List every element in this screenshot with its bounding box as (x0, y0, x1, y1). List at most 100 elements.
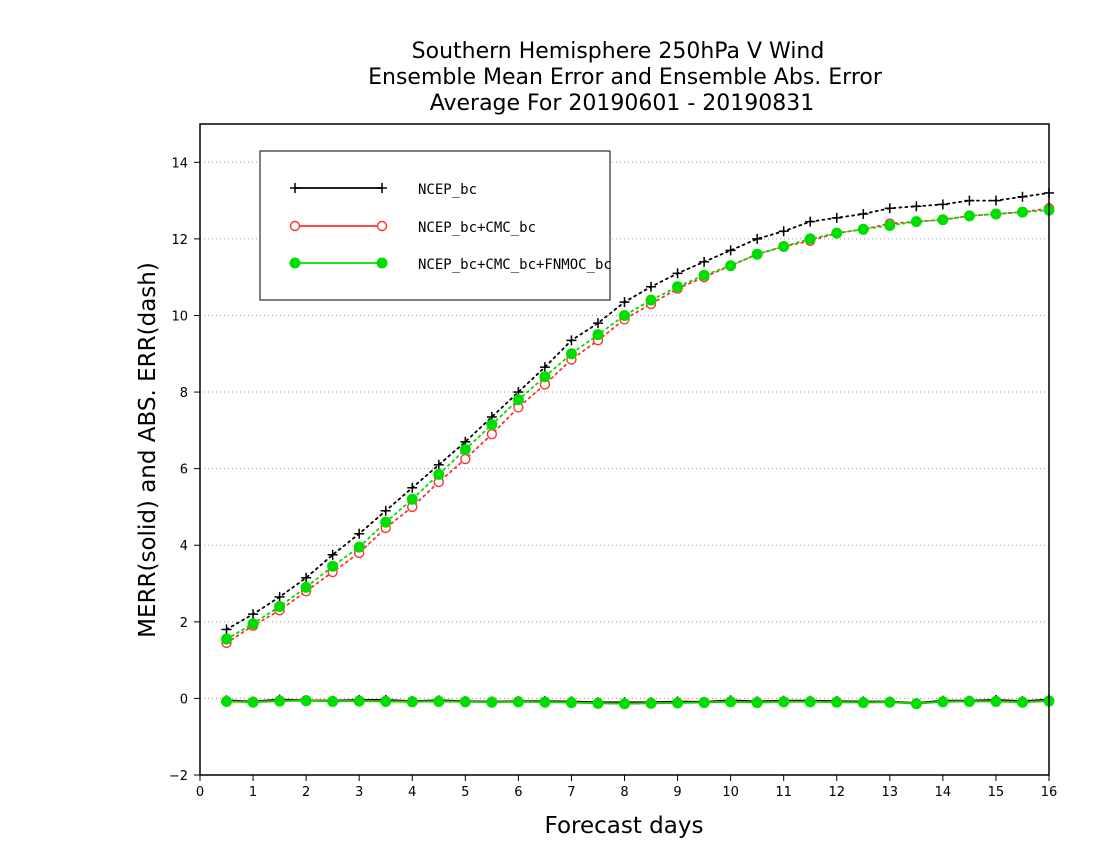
abs-err-point-ncep-bc (831, 212, 842, 223)
legend-label: NCEP_bc+CMC_bc+FNMOC_bc (418, 257, 612, 273)
abs-err-point-ncep-bc (858, 208, 869, 219)
mean-err-point-ncep-bc-cmc-bc-fnmoc-bc (247, 696, 259, 708)
mean-err-point-ncep-bc-cmc-bc-fnmoc-bc (380, 695, 392, 707)
y-tick-label: 10 (171, 309, 188, 324)
abs-err-point-ncep-bc (646, 281, 657, 292)
x-tick-label: 9 (673, 785, 681, 800)
abs-err-point-ncep-bc-cmc-bc (486, 428, 498, 440)
x-tick-label: 4 (408, 785, 416, 800)
mean-err-point-ncep-bc-cmc-bc-fnmoc-bc (804, 696, 816, 708)
abs-err-point-ncep-bc (699, 256, 710, 267)
abs-err-point-ncep-bc-cmc-bc-fnmoc-bc (459, 444, 471, 455)
abs-err-point-ncep-bc-cmc-bc-fnmoc-bc (778, 241, 790, 253)
abs-err-point-ncep-bc-cmc-bc-fnmoc-bc (857, 223, 869, 235)
x-tick-label: 8 (620, 785, 628, 800)
abs-err-point-ncep-bc (301, 572, 312, 583)
mean-err-point-ncep-bc-cmc-bc-fnmoc-bc (406, 696, 418, 708)
x-tick-label: 1 (249, 785, 257, 800)
mean-err-point-ncep-bc-cmc-bc-fnmoc-bc (751, 697, 763, 709)
abs-err-point-ncep-bc (964, 195, 975, 206)
abs-err-line-ncep-bc-cmc-bc-fnmoc-bc (225, 209, 1050, 640)
plot-frame (199, 123, 1050, 776)
y-tick-label: 12 (171, 233, 188, 248)
abs-err-point-ncep-bc-cmc-bc-fnmoc-bc (990, 208, 1002, 220)
mean-err-point-ncep-bc-cmc-bc-fnmoc-bc (486, 696, 498, 708)
x-axis-label: Forecast days (545, 813, 704, 839)
mean-err-point-ncep-bc-cmc-bc-fnmoc-bc (539, 696, 551, 708)
mean-err-point-ncep-bc-cmc-bc-fnmoc-bc (300, 695, 312, 707)
x-tick-label: 13 (882, 785, 899, 800)
abs-err-point-ncep-bc-cmc-bc-fnmoc-bc (565, 348, 577, 360)
abs-err-point-ncep-bc-cmc-bc-fnmoc-bc (300, 581, 312, 593)
abs-err-point-ncep-bc (1017, 191, 1028, 202)
abs-err-point-ncep-bc (884, 203, 895, 214)
legend-marker (289, 220, 301, 232)
legend-marker (289, 257, 301, 269)
chart-title-line-1: Southern Hemisphere 250hPa V Wind (412, 39, 825, 64)
mean-err-point-ncep-bc-cmc-bc-fnmoc-bc (910, 698, 922, 710)
legend: NCEP_bc NCEP_bc+CMC_bc NCEP_bc+CMC_bc+FNMO… (259, 150, 612, 301)
mean-err-point-ncep-bc-cmc-bc-fnmoc-bc (672, 697, 684, 709)
x-tick-label: 14 (935, 785, 952, 800)
abs-err-point-ncep-bc-cmc-bc-fnmoc-bc (751, 248, 763, 260)
mean-err-point-ncep-bc-cmc-bc-fnmoc-bc (778, 696, 790, 708)
x-tick-label: 5 (461, 785, 469, 800)
abs-err-point-ncep-bc-cmc-bc-fnmoc-bc (247, 618, 259, 630)
abs-err-point-ncep-bc (354, 528, 365, 539)
abs-err-point-ncep-bc (566, 335, 577, 346)
x-tick-label: 11 (775, 785, 792, 800)
mean-err-point-ncep-bc-cmc-bc-fnmoc-bc (565, 697, 577, 709)
legend-marker (377, 183, 387, 193)
abs-err-point-ncep-bc-cmc-bc-fnmoc-bc (353, 541, 365, 553)
y-axis-label: MERR(solid) and ABS. ERR(dash) (135, 262, 161, 638)
mean-err-point-ncep-bc-cmc-bc-fnmoc-bc (512, 696, 524, 708)
mean-err-point-ncep-bc-cmc-bc-fnmoc-bc (963, 695, 975, 707)
mean-err-point-ncep-bc-cmc-bc-fnmoc-bc (274, 695, 286, 707)
abs-err-point-ncep-bc-cmc-bc-fnmoc-bc (910, 216, 922, 228)
x-tick-label: 16 (1041, 785, 1058, 800)
abs-err-point-ncep-bc-cmc-bc-fnmoc-bc (592, 329, 604, 341)
abs-err-point-ncep-bc (990, 195, 1001, 206)
abs-err-point-ncep-bc-cmc-bc-fnmoc-bc (672, 281, 684, 293)
abs-err-point-ncep-bc (911, 201, 922, 212)
y-tick-label: 6 (180, 463, 188, 478)
x-tick-label: 15 (988, 785, 1005, 800)
abs-err-point-ncep-bc-cmc-bc-fnmoc-bc (406, 493, 418, 505)
x-tick-label: 2 (302, 785, 310, 800)
abs-err-point-ncep-bc (725, 245, 736, 256)
abs-err-point-ncep-bc-cmc-bc-fnmoc-bc (512, 394, 524, 406)
x-tick-label: 6 (514, 785, 522, 800)
y-tick-label: 4 (180, 539, 188, 554)
abs-err-point-ncep-bc-cmc-bc-fnmoc-bc (221, 633, 233, 645)
abs-err-point-ncep-bc (592, 318, 603, 329)
mean-err-point-ncep-bc-cmc-bc-fnmoc-bc (433, 695, 445, 707)
legend-item-ncep-bc: NCEP_bc (290, 182, 477, 198)
mean-err-point-ncep-bc-cmc-bc-fnmoc-bc (831, 696, 843, 708)
abs-err-point-ncep-bc-cmc-bc-fnmoc-bc (380, 516, 392, 528)
abs-err-line-ncep-bc-cmc-bc (225, 207, 1050, 644)
abs-err-point-ncep-bc-cmc-bc-fnmoc-bc (539, 371, 551, 383)
mean-err-point-ncep-bc-cmc-bc-fnmoc-bc (619, 698, 630, 710)
y-tick-label: 14 (171, 156, 188, 171)
abs-err-point-ncep-bc (274, 591, 285, 602)
abs-err-point-ncep-bc-cmc-bc-fnmoc-bc (619, 309, 630, 321)
mean-err-point-ncep-bc-cmc-bc-fnmoc-bc (937, 696, 949, 708)
abs-err-point-ncep-bc-cmc-bc-fnmoc-bc (884, 219, 896, 231)
abs-err-point-ncep-bc (248, 609, 259, 620)
abs-err-point-ncep-bc-cmc-bc-fnmoc-bc (645, 294, 657, 306)
abs-err-point-ncep-bc (221, 624, 232, 635)
legend-marker (376, 220, 388, 232)
legend-item-ncep-bc-cmc-bc-fnmoc-bc: NCEP_bc+CMC_bc+FNMOC_bc (289, 257, 612, 273)
abs-err-point-ncep-bc (539, 362, 550, 373)
x-tick-label: 7 (567, 785, 575, 800)
mean-err-point-ncep-bc-cmc-bc-fnmoc-bc (459, 696, 471, 708)
abs-err-point-ncep-bc-cmc-bc (460, 453, 471, 465)
y-tick-label: −2 (169, 769, 188, 784)
x-tick-label: 10 (722, 785, 739, 800)
abs-err-point-ncep-bc (619, 297, 630, 308)
abs-err-point-ncep-bc-cmc-bc-fnmoc-bc (1016, 206, 1028, 218)
mean-err-point-ncep-bc-cmc-bc-fnmoc-bc (698, 697, 710, 709)
x-tick-label: 0 (196, 785, 204, 800)
